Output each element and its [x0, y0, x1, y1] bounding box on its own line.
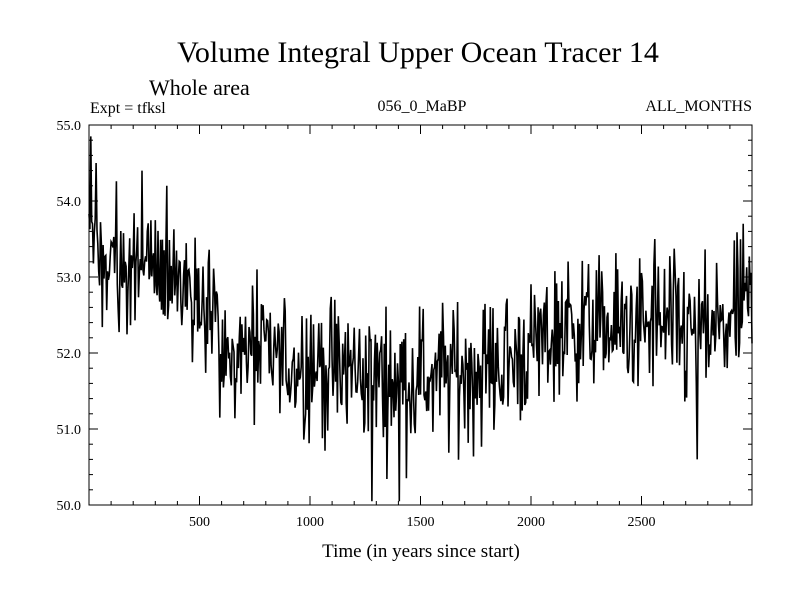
chart-subtitle: Whole area [149, 75, 250, 100]
chart-title: Volume Integral Upper Ocean Tracer 14 [177, 36, 659, 69]
y-tick-label: 55.0 [57, 119, 82, 134]
plot-frame [88, 124, 753, 506]
series-line [88, 136, 753, 502]
x-axis-label: Time (in years since start) [322, 541, 520, 562]
y-tick-label: 53.0 [57, 271, 82, 286]
y-tick-label: 50.0 [57, 499, 82, 514]
x-tick-label: 2500 [628, 515, 656, 530]
x-tick-label: 1000 [296, 515, 324, 530]
x-tick-label: 500 [189, 515, 210, 530]
period-label: 056_0_MaBP [378, 98, 467, 115]
months-label: ALL_MONTHS [645, 98, 752, 115]
y-tick-label: 51.0 [57, 423, 82, 438]
x-tick-label: 1500 [407, 515, 435, 530]
y-tick-label: 54.0 [57, 195, 82, 210]
ticks-layer: 500 1000 1500 2000 2500 50.0 51.0 52.0 53.0 54.0 5… [57, 119, 752, 530]
y-tick-label: 52.0 [57, 347, 82, 362]
series-layer [88, 136, 753, 502]
x-tick-label: 2000 [517, 515, 545, 530]
experiment-label: Expt = tfksl [90, 100, 166, 117]
